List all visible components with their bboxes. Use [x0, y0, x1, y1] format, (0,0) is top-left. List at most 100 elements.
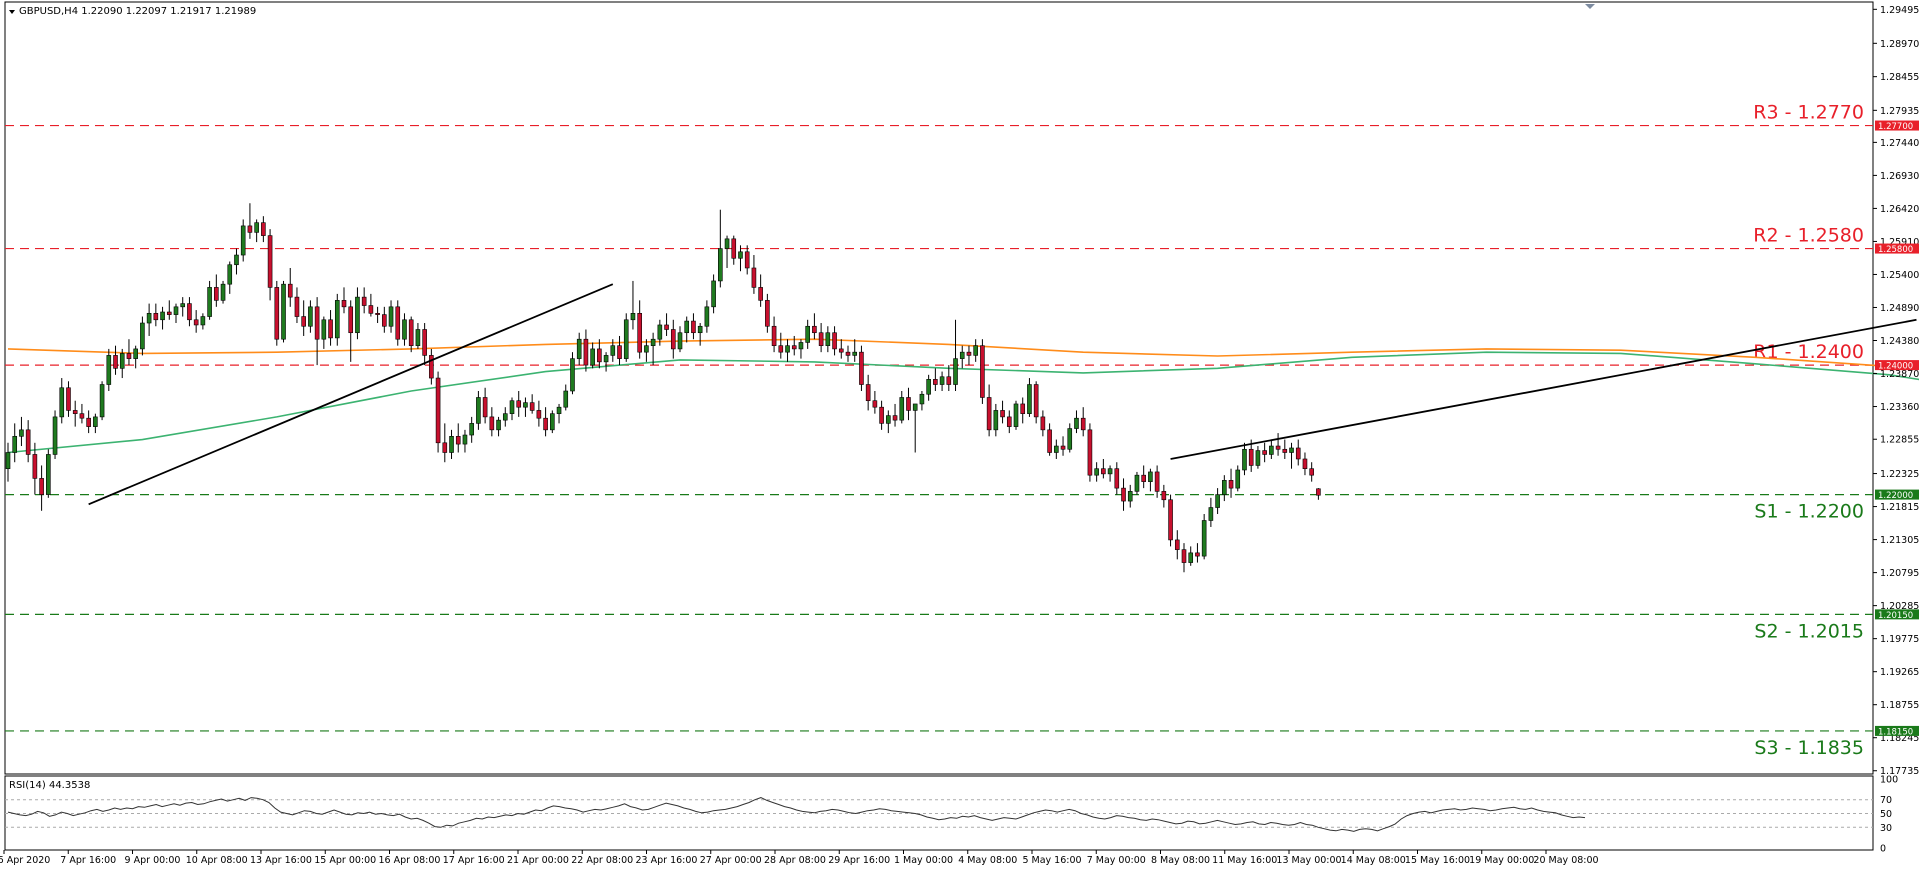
level-price-tag-text-s1: 1.22000 — [1878, 491, 1913, 501]
candle-body — [19, 429, 24, 437]
candle-body — [684, 320, 690, 334]
candle-body — [1094, 468, 1099, 476]
candle-body — [919, 393, 925, 405]
x-tick-label: 11 May 16:00 — [1212, 855, 1277, 866]
candle-body — [1006, 416, 1012, 427]
candle-body — [267, 235, 273, 288]
candle-body — [334, 300, 340, 339]
x-tick-label: 7 Apr 16:00 — [60, 855, 116, 866]
candle-body — [872, 400, 878, 408]
candle-body — [704, 306, 710, 327]
level-label-s2: S2 - 1.2015 — [1754, 620, 1864, 642]
level-price-tag-text-r2: 1.25800 — [1878, 245, 1913, 255]
candle-body — [261, 222, 266, 236]
candle-body — [1121, 487, 1126, 502]
x-tick-label: 19 May 00:00 — [1469, 855, 1534, 866]
rsi-y-tick-label: 50 — [1880, 809, 1892, 820]
candle-body — [415, 329, 421, 346]
candle-body — [442, 442, 448, 453]
candle-body — [93, 416, 98, 427]
candle-body — [603, 355, 609, 363]
candle-body — [72, 410, 78, 414]
candle-body — [1148, 471, 1153, 482]
candle-body — [738, 251, 743, 259]
scroll-marker-icon[interactable] — [1585, 4, 1595, 9]
candle-body — [516, 400, 522, 408]
candle-body — [52, 416, 58, 455]
candle-body — [812, 325, 817, 334]
candle-body — [644, 345, 649, 353]
y-tick-label: 1.28970 — [1880, 39, 1919, 50]
candle-body — [1181, 549, 1187, 563]
x-tick-label: 5 May 16:00 — [1022, 855, 1081, 866]
candle-body — [1201, 520, 1207, 557]
chart-menu-arrow-icon[interactable] — [9, 10, 15, 14]
candle-body — [765, 300, 770, 327]
candle-body — [469, 423, 474, 436]
candle-body — [973, 345, 978, 356]
candle-body — [1215, 494, 1220, 508]
candle-body — [133, 348, 138, 359]
y-tick-label: 1.20285 — [1880, 601, 1919, 612]
candle-body — [670, 329, 676, 350]
candle-body — [563, 390, 569, 408]
candle-body — [294, 296, 300, 317]
candle-body — [637, 313, 642, 353]
level-price-tag-text-s2: 1.20150 — [1878, 611, 1913, 621]
candle-body — [1067, 428, 1073, 450]
level-price-tag-s2 — [1875, 609, 1919, 620]
candle-body — [1316, 488, 1321, 496]
candle-body — [906, 397, 911, 411]
candle-body — [355, 296, 360, 334]
candle-body — [523, 402, 528, 408]
candle-body — [610, 345, 616, 356]
candle-body — [731, 238, 737, 259]
candle-body — [32, 454, 38, 479]
candle-body — [946, 376, 952, 385]
x-tick-label: 22 Apr 08:00 — [571, 855, 633, 866]
level-price-tag-s3 — [1875, 725, 1919, 736]
candle-body — [879, 406, 884, 424]
candle-body — [912, 403, 918, 411]
candle-body — [301, 316, 306, 327]
candle-body — [529, 402, 535, 411]
candle-body — [758, 287, 763, 301]
candle-body — [402, 319, 407, 340]
level-label-r2: R2 - 1.2580 — [1753, 225, 1864, 247]
x-tick-label: 6 Apr 2020 — [0, 855, 50, 866]
candle-body — [1188, 552, 1194, 563]
rsi-line — [7, 797, 1586, 832]
candle-body — [1080, 417, 1086, 431]
candle-body — [1114, 468, 1120, 489]
candle-body — [247, 225, 253, 233]
candle-body — [959, 351, 965, 359]
level-label-s3: S3 - 1.1835 — [1754, 737, 1864, 759]
x-tick-label: 17 Apr 16:00 — [443, 855, 505, 866]
candle-body — [482, 397, 488, 418]
candle-body — [395, 306, 401, 340]
candle-body — [953, 358, 958, 385]
candle-body — [388, 306, 394, 327]
x-tick-label: 10 Apr 08:00 — [186, 855, 248, 866]
trendline — [1170, 318, 1917, 460]
candle-body — [798, 342, 804, 350]
candle-body — [1302, 458, 1308, 469]
rsi-y-tick-label: 0 — [1880, 844, 1886, 855]
candle-body — [650, 338, 656, 346]
main-plot-frame — [4, 1, 1874, 775]
level-label-s1: S1 - 1.2200 — [1754, 501, 1864, 523]
candle-body — [583, 338, 589, 366]
candle-body — [1074, 417, 1079, 429]
y-tick-label: 1.24890 — [1880, 303, 1919, 314]
candle-body — [778, 345, 784, 353]
candle-body — [892, 415, 898, 421]
candle-body — [818, 332, 824, 346]
candle-body — [308, 306, 313, 327]
x-tick-label: 9 Apr 00:00 — [125, 855, 181, 866]
candle-body — [496, 419, 501, 431]
moving-average-fast-line — [7, 351, 1919, 454]
candle-body — [509, 400, 515, 414]
x-tick-label: 15 Apr 00:00 — [314, 855, 376, 866]
y-tick-label: 1.26930 — [1880, 171, 1919, 182]
candle-body — [502, 413, 508, 421]
